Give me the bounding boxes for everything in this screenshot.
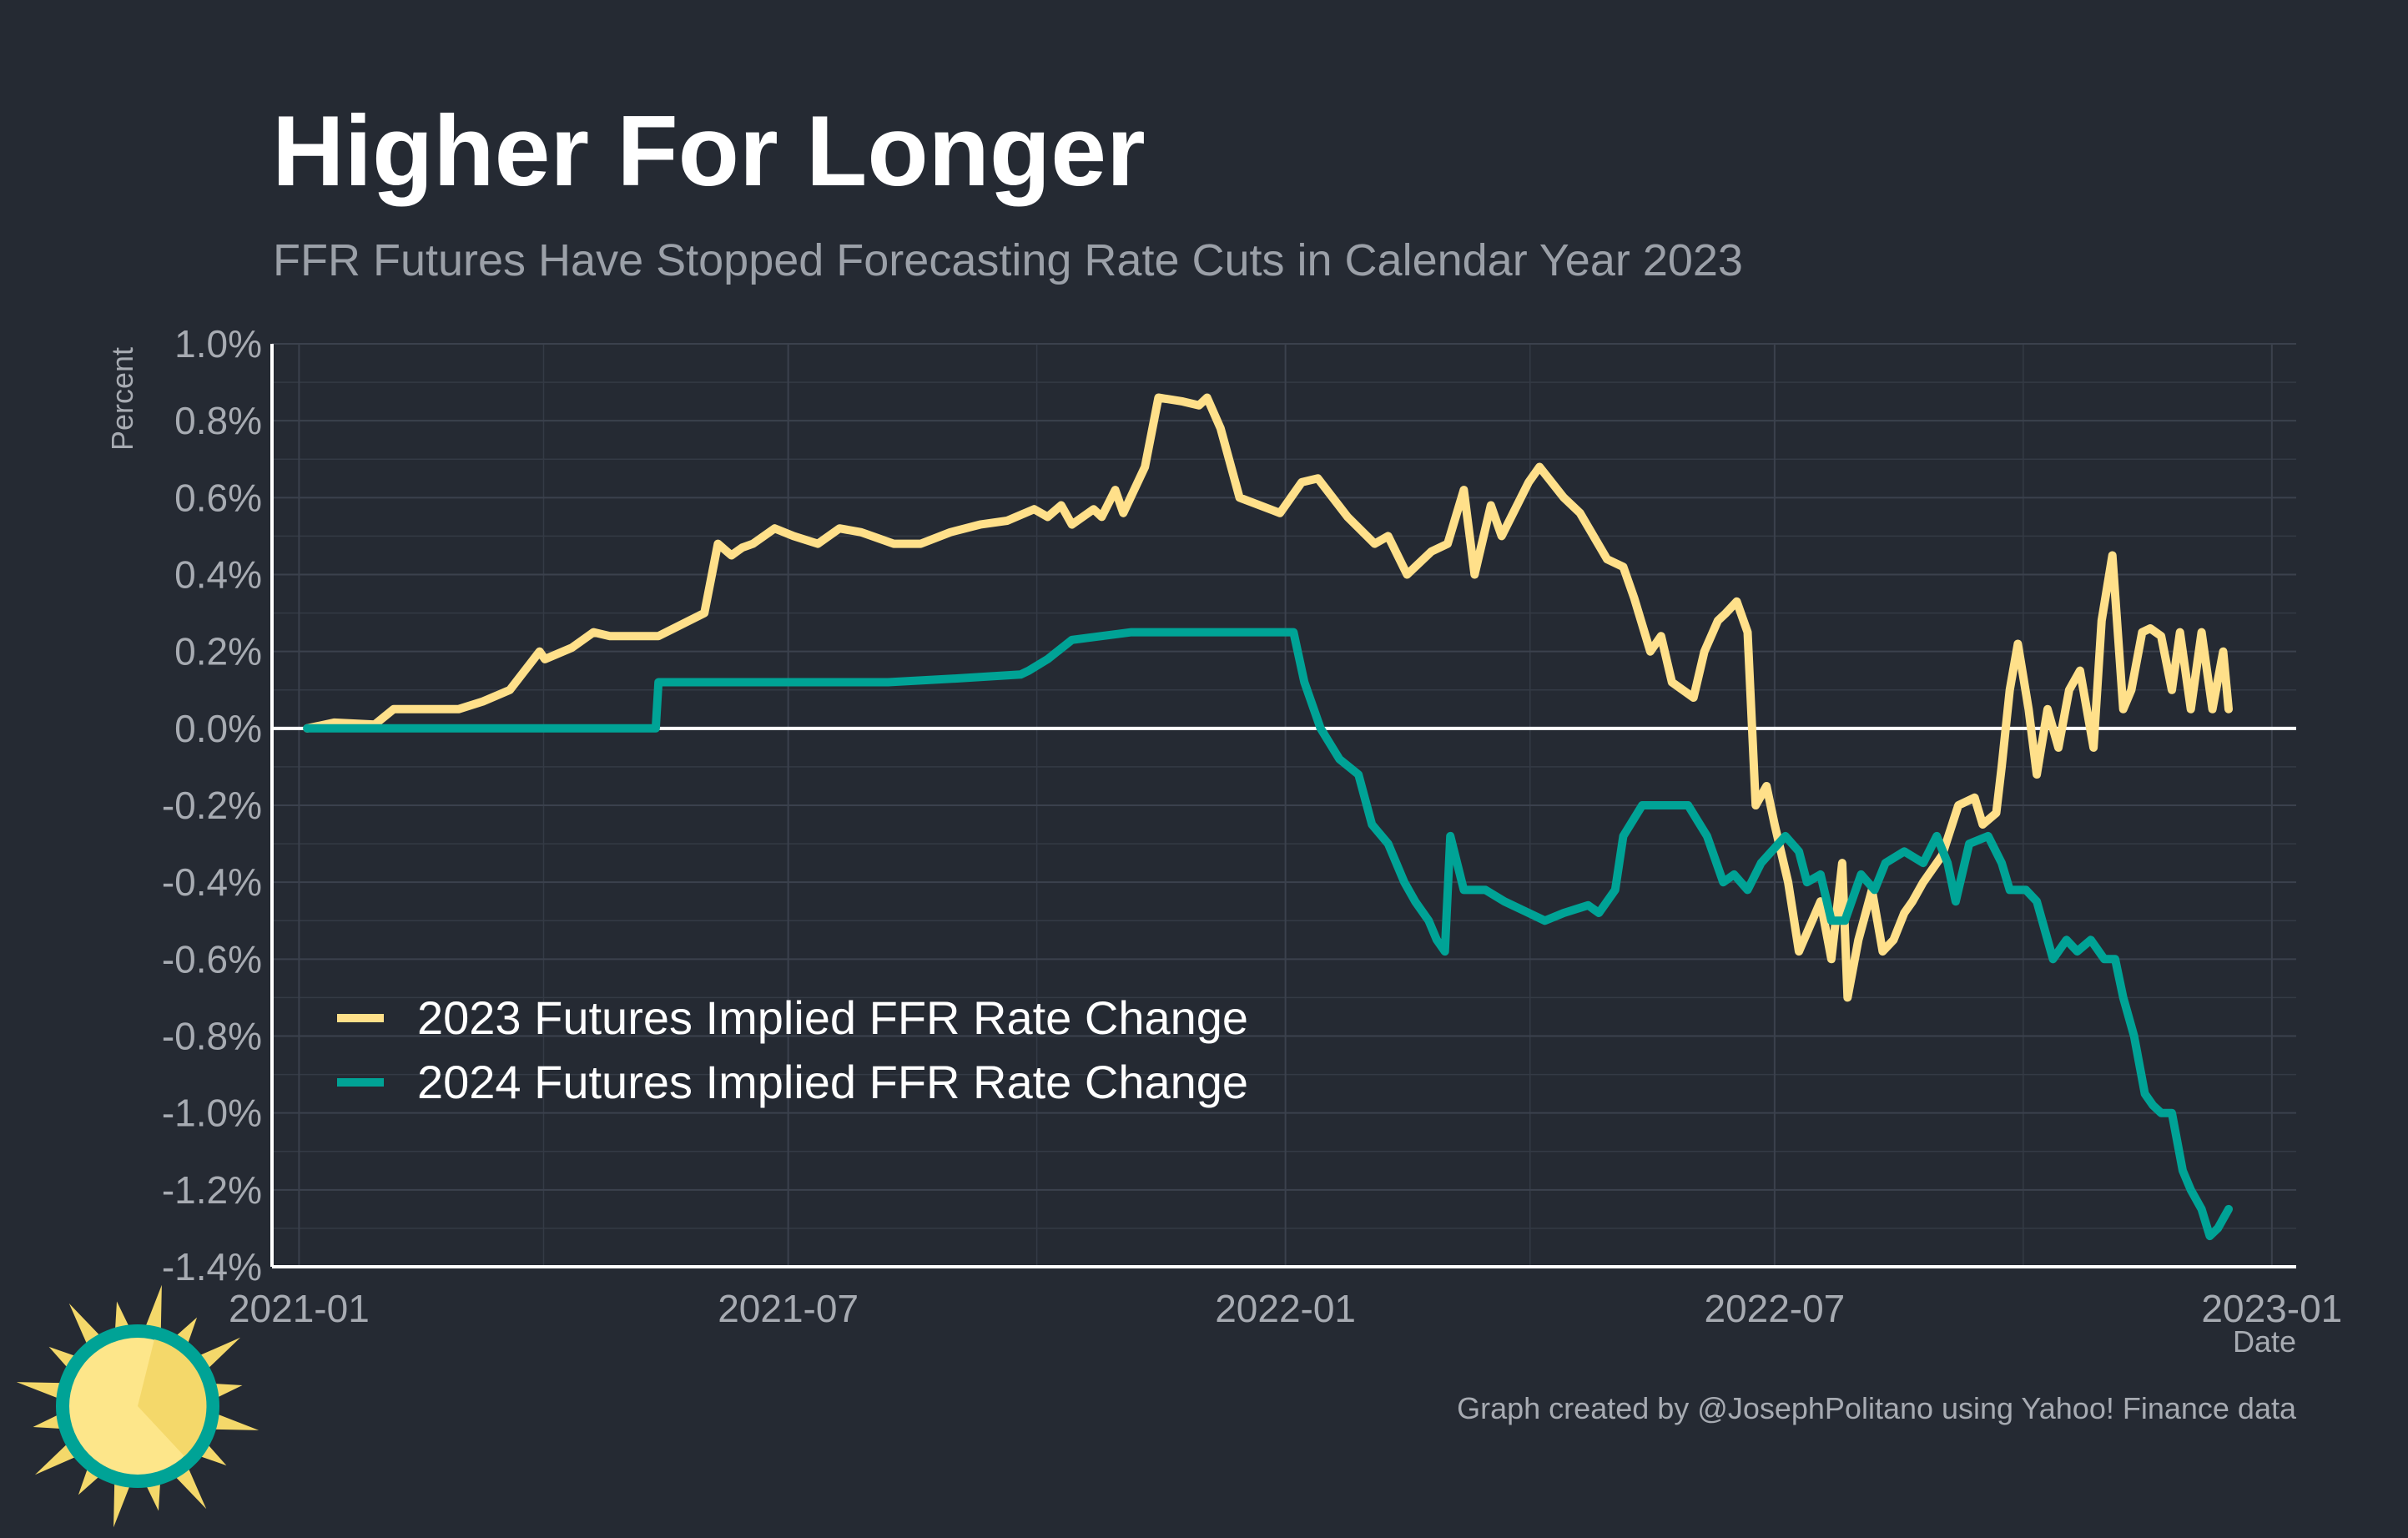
y-tick-label: -1.2% bbox=[162, 1168, 262, 1212]
y-tick-label: 0.4% bbox=[174, 553, 262, 597]
y-tick-label: -0.8% bbox=[162, 1015, 262, 1058]
series-line-2024 bbox=[303, 628, 2233, 1241]
legend-label-2024: 2024 Futures Implied FFR Rate Change bbox=[417, 1056, 1248, 1108]
x-tick-label: 2021-07 bbox=[718, 1287, 859, 1330]
sun-logo-shade bbox=[138, 1339, 207, 1456]
x-axis-title: Date bbox=[2233, 1324, 2296, 1359]
chart-title: Higher For Longer bbox=[272, 95, 1146, 207]
chart-subtitle: FFR Futures Have Stopped Forecasting Rat… bbox=[273, 235, 1743, 285]
y-tick-label: -0.6% bbox=[162, 937, 262, 981]
sun-logo bbox=[16, 1284, 259, 1528]
y-tick-label: -0.2% bbox=[162, 784, 262, 827]
chart-caption: Graph created by @JosephPolitano using Y… bbox=[1457, 1391, 2297, 1425]
y-tick-label: -1.4% bbox=[162, 1245, 262, 1288]
y-tick-label: 0.0% bbox=[174, 707, 262, 750]
legend-label-2023: 2023 Futures Implied FFR Rate Change bbox=[417, 991, 1248, 1044]
x-tick-label: 2022-07 bbox=[1704, 1287, 1845, 1330]
sun-ray bbox=[113, 1474, 133, 1528]
y-tick-label: -0.4% bbox=[162, 860, 262, 904]
series-line-2023 bbox=[303, 393, 2233, 1002]
x-tick-label: 2023-01 bbox=[2201, 1287, 2342, 1330]
tick-labels: 1.0% 0.8% 0.6% 0.4% 0.2% 0.0% -0.2% -0.4% -0.6% -… bbox=[162, 322, 2342, 1330]
y-tick-label: 1.0% bbox=[174, 322, 262, 366]
y-tick-label: -1.0% bbox=[162, 1092, 262, 1135]
series-layer bbox=[303, 393, 2233, 1241]
x-tick-label: 2022-01 bbox=[1215, 1287, 1356, 1330]
y-tick-label: 0.6% bbox=[174, 476, 262, 519]
legend: 2023 Futures Implied FFR Rate Change 202… bbox=[337, 991, 1248, 1108]
y-tick-label: 0.2% bbox=[174, 630, 262, 673]
sun-ray bbox=[142, 1284, 162, 1339]
sun-ray bbox=[16, 1382, 70, 1402]
sun-ray bbox=[205, 1410, 259, 1430]
y-axis-title: Percent bbox=[105, 347, 139, 451]
x-tick-label: 2021-01 bbox=[229, 1287, 370, 1330]
y-tick-label: 0.8% bbox=[174, 399, 262, 442]
axes bbox=[270, 344, 2296, 1268]
